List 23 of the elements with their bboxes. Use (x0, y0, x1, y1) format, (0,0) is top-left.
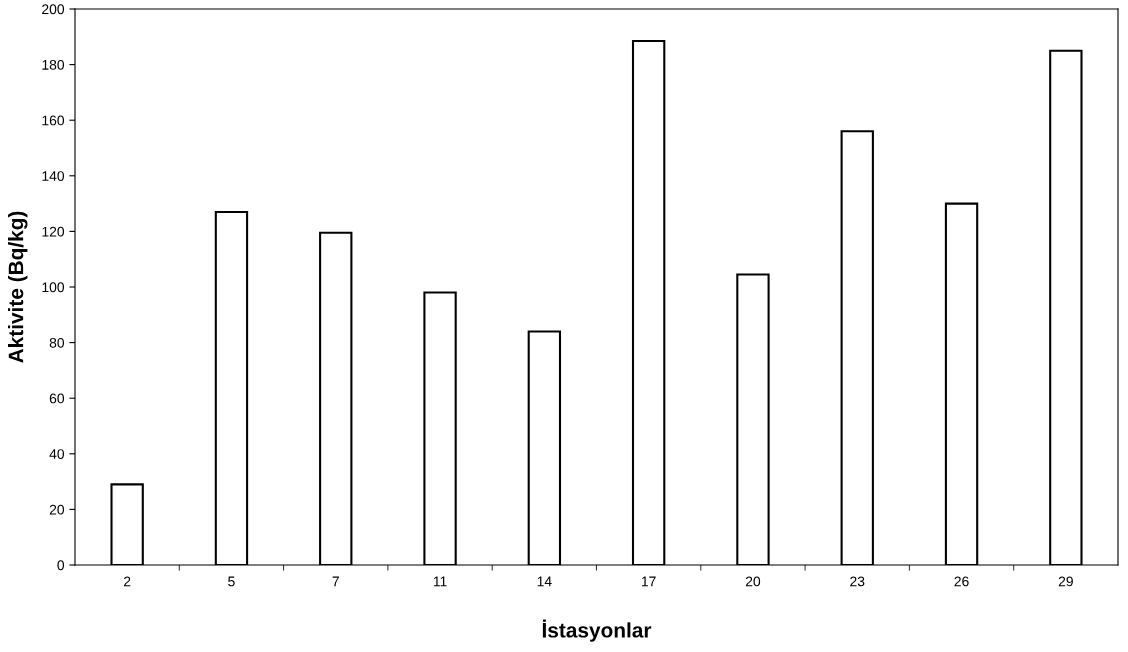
x-tick-label: 23 (850, 576, 865, 587)
x-tick-label: 5 (228, 576, 235, 587)
x-tick-label: 29 (1058, 576, 1073, 587)
x-tick-label: 20 (745, 576, 761, 587)
x-tick-label: 14 (537, 576, 552, 587)
x-axis-title: İstasyonlar (542, 619, 652, 642)
y-tick-label: 100 (42, 282, 65, 293)
x-tick-label: 17 (641, 576, 656, 587)
y-tick-label: 200 (42, 4, 65, 15)
y-axis-title: Aktivite (Bq/kg) (8, 211, 28, 363)
y-tick-label: 80 (49, 337, 65, 348)
y-tick-label: 160 (42, 115, 65, 126)
y-tick-label: 60 (49, 393, 65, 404)
y-tick-label: 0 (57, 560, 65, 571)
x-tick-label: 2 (123, 576, 131, 587)
x-tick-label: 26 (954, 576, 969, 587)
x-tick-label: 7 (332, 576, 339, 587)
y-tick-label: 40 (49, 449, 65, 459)
x-tick-label: 11 (433, 576, 447, 587)
y-tick-label: 120 (42, 226, 65, 237)
y-tick-label: 180 (42, 59, 65, 70)
y-tick-label: 20 (49, 504, 65, 515)
y-tick-label: 140 (42, 171, 65, 181)
